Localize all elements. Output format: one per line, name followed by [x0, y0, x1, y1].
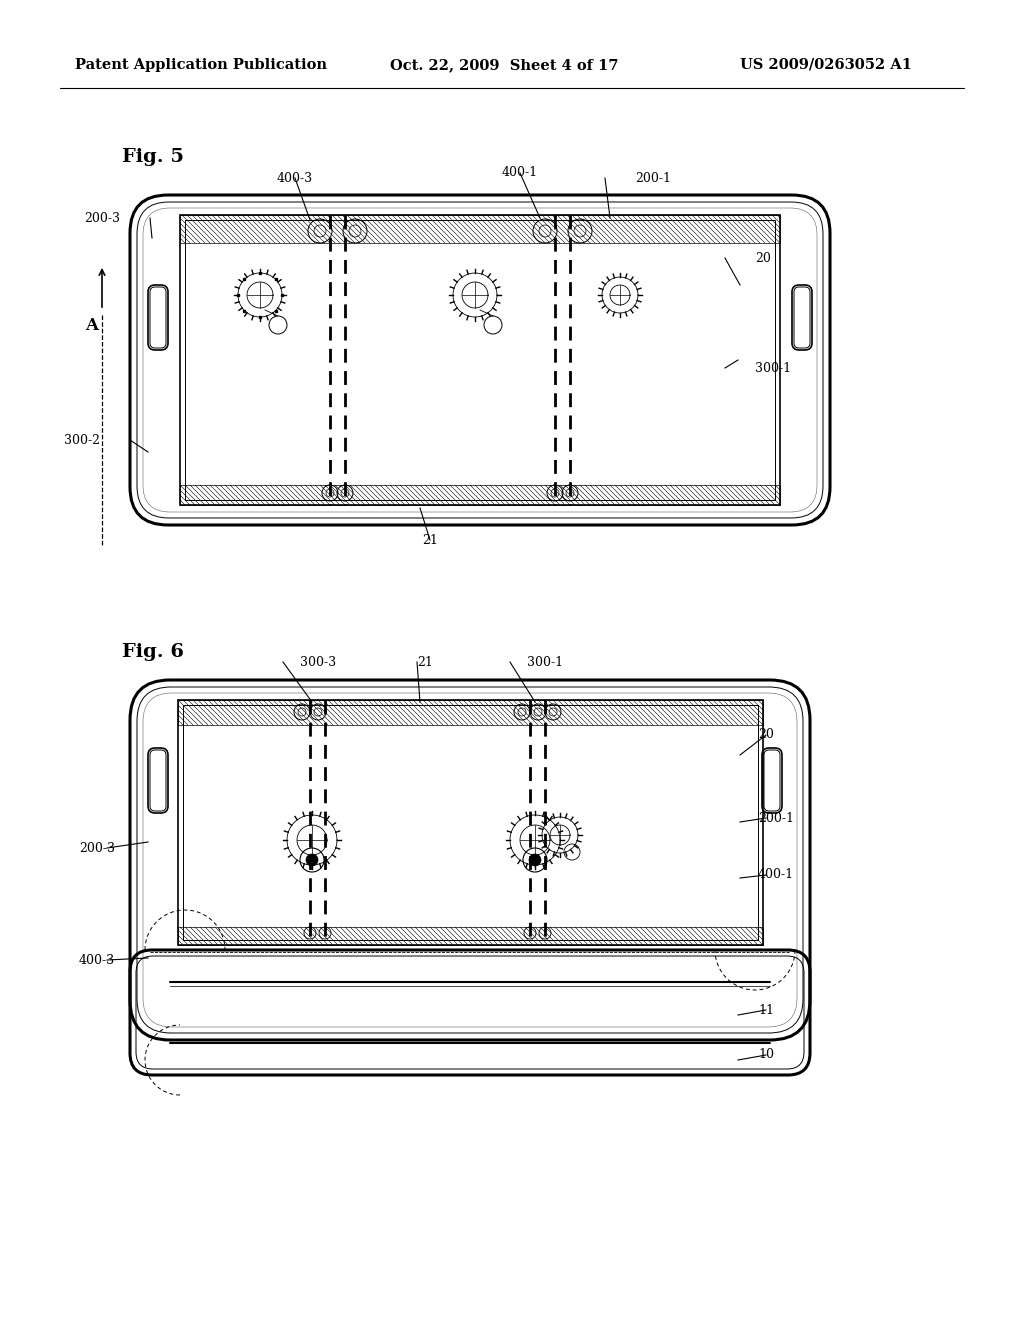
Text: 200-1: 200-1 [758, 812, 794, 825]
Text: 20: 20 [755, 252, 771, 264]
Bar [178, 700, 763, 725]
Text: Patent Application Publication: Patent Application Publication [75, 58, 327, 73]
Text: 300-1: 300-1 [755, 362, 792, 375]
Text: Fig. 5: Fig. 5 [122, 148, 184, 166]
Bar [178, 927, 763, 945]
Text: 400-1: 400-1 [502, 166, 538, 180]
Circle shape [306, 854, 318, 866]
Text: Oct. 22, 2009  Sheet 4 of 17: Oct. 22, 2009 Sheet 4 of 17 [390, 58, 618, 73]
Text: 300-3: 300-3 [300, 656, 336, 668]
Bar [180, 484, 780, 506]
Text: Fig. 6: Fig. 6 [122, 643, 184, 661]
Text: 21: 21 [417, 656, 433, 668]
Bar [180, 215, 780, 506]
Circle shape [529, 854, 541, 866]
Text: 200-3: 200-3 [79, 842, 115, 854]
Text: A: A [85, 317, 98, 334]
Bar [180, 215, 780, 243]
Text: 300-1: 300-1 [527, 656, 563, 668]
Text: 10: 10 [758, 1048, 774, 1061]
Text: US 2009/0263052 A1: US 2009/0263052 A1 [740, 58, 912, 73]
Text: 11: 11 [758, 1003, 774, 1016]
Text: 300-2: 300-2 [63, 433, 100, 446]
Text: 400-1: 400-1 [758, 869, 795, 882]
Text: 400-3: 400-3 [79, 953, 115, 966]
Bar [185, 220, 775, 500]
Bar [183, 705, 758, 940]
Text: 200-1: 200-1 [635, 172, 671, 185]
Text: 400-3: 400-3 [276, 172, 313, 185]
Text: 200-3: 200-3 [84, 211, 120, 224]
Text: 20: 20 [758, 729, 774, 742]
Text: 21: 21 [422, 533, 438, 546]
Bar [178, 700, 763, 945]
